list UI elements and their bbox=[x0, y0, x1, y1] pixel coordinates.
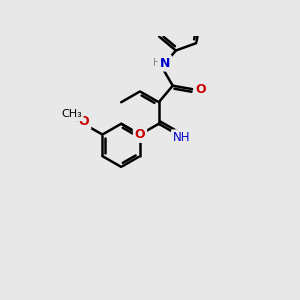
Text: NH: NH bbox=[173, 131, 190, 144]
Text: N: N bbox=[160, 57, 170, 70]
Text: CH₃: CH₃ bbox=[61, 110, 82, 119]
Text: O: O bbox=[79, 115, 89, 128]
Text: H: H bbox=[153, 58, 160, 68]
Text: O: O bbox=[195, 83, 206, 96]
Text: O: O bbox=[135, 128, 145, 141]
